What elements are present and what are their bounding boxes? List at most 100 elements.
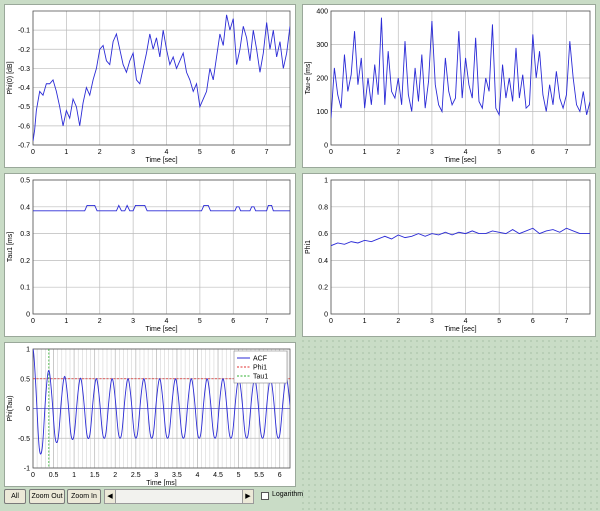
zoom-out-button[interactable]: Zoom Out (29, 489, 65, 504)
x-tick-label: 2 (396, 318, 400, 325)
x-tick-label: 3 (430, 318, 434, 325)
y-tick-label: -0.5 (18, 104, 30, 111)
phi0-chart-svg: 0 1 2 3 4 5 6 7 -0.7 -0.6 -0.5 -0.4 -0.3 -0.2 -0.1 Time… (7, 10, 291, 164)
x-tick-label: 2 (98, 318, 102, 325)
y-axis-label: Phi(Tau) (7, 395, 14, 421)
x-tick-label: 7 (265, 149, 269, 156)
x-tick-label: 0 (31, 149, 35, 156)
x-tick-label: 4 (165, 149, 169, 156)
acf-toolbar: All Zoom Out Zoom In ◀ ▶ Logarithm (4, 489, 303, 505)
y-tick-label: -0.3 (18, 66, 30, 73)
x-tick-label: 4 (196, 472, 200, 479)
x-axis-label: Time [sec] (444, 157, 476, 164)
x-tick-label: 1 (64, 149, 68, 156)
phi1-series-line (331, 227, 590, 247)
x-tick-label: 0 (329, 318, 333, 325)
x-tick-label: 6 (231, 149, 235, 156)
legend-entry-acf: ACF (253, 356, 267, 363)
x-tick-label: 1 (72, 472, 76, 479)
y-tick-label: 0.4 (20, 204, 30, 211)
phi0-chart-panel: 0 1 2 3 4 5 6 7 -0.7 -0.6 -0.5 -0.4 -0.3 -0.2 -0.1 Time… (4, 4, 296, 168)
y-tick-label: 0 (324, 312, 328, 319)
y-tick-label: 1 (26, 347, 30, 354)
x-tick-label: 5 (198, 149, 202, 156)
scroll-right-icon[interactable]: ▶ (242, 490, 253, 503)
scroll-left-icon[interactable]: ◀ (105, 490, 116, 503)
x-tick-label: 1 (64, 318, 68, 325)
x-tick-label: 2 (396, 149, 400, 156)
y-axis-label: Tau-e [ms] (305, 62, 312, 95)
horizontal-scrollbar[interactable]: ◀ ▶ (104, 489, 254, 504)
x-tick-label: 4 (464, 149, 468, 156)
y-tick-label: 0 (26, 312, 30, 319)
tau1-chart-svg: 0 1 2 3 4 5 6 7 0 0.1 0.2 0.3 0.4 0.5 Time [sec] Tau1 [… (7, 178, 291, 333)
x-tick-label: 2.5 (131, 472, 141, 479)
acf-series-line (33, 349, 290, 455)
y-axis-label: Phi(0) [dB] (7, 61, 14, 94)
legend-entry-tau1: Tau1 (253, 374, 268, 381)
plot-frame (32, 10, 291, 146)
x-tick-label: 5.5 (254, 472, 264, 479)
y-tick-label: 200 (316, 76, 328, 83)
y-tick-label: -1 (24, 466, 30, 473)
y-tick-label: 0.4 (318, 258, 328, 265)
x-tick-label: 0 (31, 318, 35, 325)
x-axis-label: Time [sec] (145, 157, 177, 164)
y-tick-label: 100 (316, 109, 328, 116)
logarithm-checkbox[interactable] (261, 492, 269, 500)
legend-box (233, 350, 288, 384)
y-tick-label: 0.5 (20, 376, 30, 383)
x-tick-label: 0 (31, 472, 35, 479)
plot-frame (330, 10, 591, 146)
y-tick-label: -0.5 (18, 436, 30, 443)
x-tick-label: 6 (531, 149, 535, 156)
x-tick-label: 1 (363, 149, 367, 156)
x-tick-label: 4 (464, 318, 468, 325)
all-button[interactable]: All (4, 489, 26, 504)
x-tick-label: 5 (198, 318, 202, 325)
x-tick-label: 3 (131, 318, 135, 325)
x-tick-label: 3 (430, 149, 434, 156)
x-tick-label: 6 (278, 472, 282, 479)
taue-chart-panel: 0 1 2 3 4 5 6 7 0 100 200 300 400 Time [sec] Tau-e [ms… (302, 4, 596, 168)
y-tick-label: -0.6 (18, 123, 30, 130)
zoom-in-button[interactable]: Zoom In (67, 489, 101, 504)
tau1-chart-panel: 0 1 2 3 4 5 6 7 0 0.1 0.2 0.3 0.4 0.5 Time [sec] Tau1 [… (4, 173, 296, 337)
x-tick-label: 4.5 (213, 472, 223, 479)
y-tick-label: 0.1 (20, 285, 30, 292)
phi0-series-line (33, 14, 290, 142)
legend: ACF Phi1 Tau1 (233, 350, 288, 384)
x-tick-label: 0 (329, 149, 333, 156)
y-tick-label: 0 (26, 406, 30, 413)
y-tick-label: -0.7 (18, 143, 30, 150)
x-tick-label: 4 (165, 318, 169, 325)
y-tick-label: 1 (324, 178, 328, 185)
y-tick-label: -0.2 (18, 47, 30, 54)
x-tick-label: 5 (497, 149, 501, 156)
y-tick-label: -0.1 (18, 28, 30, 35)
y-tick-label: 400 (316, 9, 328, 16)
x-tick-label: 0.5 (49, 472, 59, 479)
x-tick-label: 3 (154, 472, 158, 479)
plot-frame (32, 179, 291, 315)
background-pattern (300, 338, 600, 511)
acf-chart-panel: 0 0.5 1 1.5 2 2.5 3 3.5 4 4.5 5 5.5 6 -1 -0.5 0 0.5 1 Time… (4, 342, 296, 487)
x-tick-label: 5 (237, 472, 241, 479)
y-axis-label: Tau1 [ms] (7, 232, 14, 262)
tau1-series-line (33, 204, 290, 212)
taue-chart-svg: 0 1 2 3 4 5 6 7 0 100 200 300 400 Time [sec] Tau-e [ms… (305, 9, 591, 164)
y-tick-label: 0.2 (318, 285, 328, 292)
y-tick-label: 0 (324, 143, 328, 150)
y-tick-label: 0.8 (318, 204, 328, 211)
x-axis-label: Time [ms] (146, 480, 177, 486)
y-axis-label: Phi1 (305, 240, 312, 254)
acf-chart-svg: 0 0.5 1 1.5 2 2.5 3 3.5 4 4.5 5 5.5 6 -1 -0.5 0 0.5 1 Time… (7, 347, 291, 486)
x-tick-label: 7 (565, 149, 569, 156)
y-tick-label: 0.5 (20, 178, 30, 185)
phi1-chart-panel: 0 1 2 3 4 5 6 7 0 0.2 0.4 0.6 0.8 1 Time [sec] Phi1 (302, 173, 596, 337)
x-tick-label: 1.5 (90, 472, 100, 479)
phi1-chart-svg: 0 1 2 3 4 5 6 7 0 0.2 0.4 0.6 0.8 1 Time [sec] Phi1 (305, 178, 591, 333)
x-axis-label: Time [sec] (444, 326, 476, 333)
x-tick-label: 6 (231, 318, 235, 325)
x-tick-label: 2 (113, 472, 117, 479)
